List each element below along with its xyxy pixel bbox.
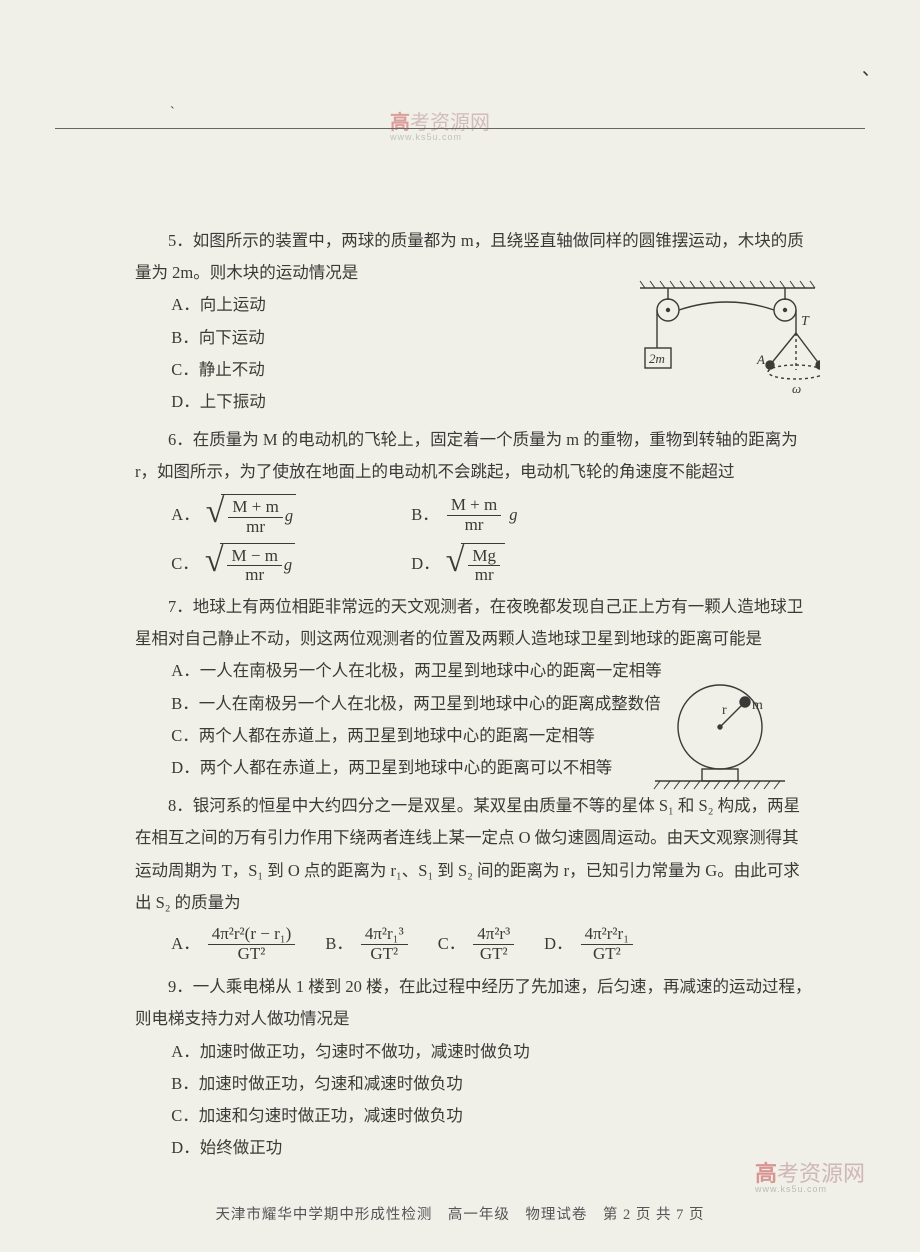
q5-figure: 2m T A ω [630, 280, 820, 400]
q6-opt-d: D． √Mgmr [411, 543, 651, 585]
q9-options: A．加速时做正功，匀速时不做功，减速时做负功 B．加速时做正功，匀速和减速时做负… [135, 1036, 815, 1165]
label: D． [544, 928, 572, 960]
svg-text:r: r [722, 703, 727, 718]
svg-text:A: A [756, 352, 765, 367]
q9-stem: 9．一人乘电梯从 1 楼到 20 楼，在此过程中经历了先加速，后匀速，再减速的运… [135, 971, 815, 1035]
q7-stem: 7．地球上有两位相距非常远的天文观测者，在夜晚都发现自己正上方有一颗人造地球卫星… [135, 591, 815, 655]
watermark-text-2: 考资源网 [777, 1161, 865, 1186]
question-6: 6．在质量为 M 的电动机的飞轮上，固定着一个质量为 m 的重物，重物到转轴的距… [135, 424, 815, 585]
question-5: 5．如图所示的装置中，两球的质量都为 m，且绕竖直轴做同样的圆锥摆运动，木块的质… [135, 225, 815, 418]
stray-mark-2: ˋ [170, 105, 175, 121]
q9-opt-c: C．加速和匀速时做正功，减速时做负功 [171, 1100, 815, 1132]
label: D． [411, 548, 439, 580]
label: B． [411, 499, 439, 531]
label: C． [438, 928, 466, 960]
content-area: 5．如图所示的装置中，两球的质量都为 m，且绕竖直轴做同样的圆锥摆运动，木块的质… [135, 225, 815, 1170]
q8-stem: 8．银河系的恒星中大约四分之一是双星。某双星由质量不等的星体 S₁ 和 S₂ 构… [135, 790, 815, 919]
svg-text:2m: 2m [649, 351, 665, 366]
q6-opt-a: A． √M + mmrg [171, 494, 411, 536]
q9-opt-a: A．加速时做正功，匀速时不做功，减速时做负功 [171, 1036, 815, 1068]
stray-mark: 、 [862, 55, 880, 81]
q8-opt-d: D． 4π²r²r₁GT² [544, 925, 635, 963]
q8-opt-a: A． 4π²r²(r − r₁)GT² [171, 925, 297, 963]
q8-options: A． 4π²r²(r − r₁)GT² B． 4π²r₁³GT² C． 4π²r… [135, 925, 815, 963]
q8-opt-c: C． 4π²r³GT² [438, 925, 516, 963]
question-8: 8．银河系的恒星中大约四分之一是双星。某双星由质量不等的星体 S₁ 和 S₂ 构… [135, 790, 815, 963]
question-9: 9．一人乘电梯从 1 楼到 20 楼，在此过程中经历了先加速，后匀速，再减速的运… [135, 971, 815, 1164]
svg-text:T: T [801, 314, 810, 329]
label: A． [171, 928, 199, 960]
watermark-url-2: www.ks5u.com [755, 1185, 865, 1194]
label: C． [171, 548, 199, 580]
watermark-url: www.ks5u.com [390, 133, 490, 142]
q6-opt-b: B． M + mmrg [411, 496, 651, 534]
q6-row1: A． √M + mmrg B． M + mmrg [135, 494, 815, 536]
watermark-text: 考资源网 [410, 112, 490, 134]
q6-row2: C． √M − mmrg D． √Mgmr [135, 543, 815, 585]
watermark-bottom: 高考资源网 www.ks5u.com [755, 1163, 865, 1194]
q9-opt-d: D．始终做正功 [171, 1132, 815, 1164]
page-footer: 天津市耀华中学期中形成性检测 高一年级 物理试卷 第 2 页 共 7 页 [0, 1203, 920, 1224]
q8-opt-b: B． 4π²r₁³GT² [325, 925, 409, 963]
q9-opt-b: B．加速时做正功，匀速和减速时做负功 [171, 1068, 815, 1100]
label: B． [325, 928, 353, 960]
label: A． [171, 499, 199, 531]
q6-figure: r m [650, 679, 790, 794]
q6-stem: 6．在质量为 M 的电动机的飞轮上，固定着一个质量为 m 的重物，重物到转轴的距… [135, 424, 815, 488]
page: 、 ˋ 高考资源网 www.ks5u.com 5．如图所示的装置中，两球的质量都… [0, 0, 920, 1252]
svg-text:ω: ω [792, 381, 801, 396]
horizontal-rule [55, 128, 865, 129]
q6-opt-c: C． √M − mmrg [171, 543, 411, 585]
svg-text:m: m [752, 698, 763, 713]
